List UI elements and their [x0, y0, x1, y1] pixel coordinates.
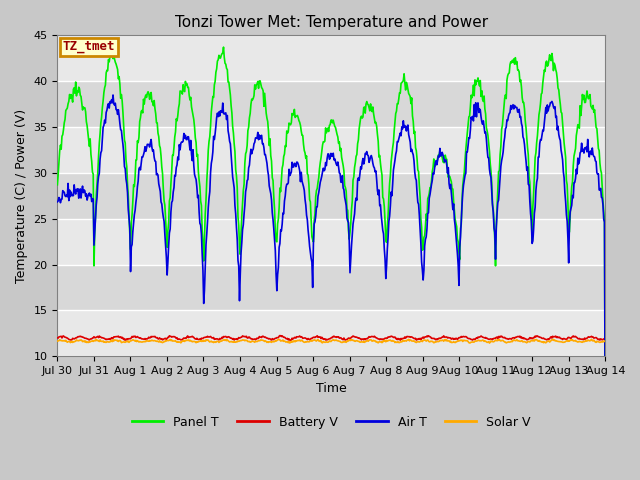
Bar — [58, 36, 605, 81]
Bar — [58, 173, 605, 219]
Bar — [58, 219, 605, 264]
Legend: Panel T, Battery V, Air T, Solar V: Panel T, Battery V, Air T, Solar V — [127, 411, 536, 434]
Title: Tonzi Tower Met: Temperature and Power: Tonzi Tower Met: Temperature and Power — [175, 15, 488, 30]
Bar — [58, 311, 605, 356]
Text: TZ_tmet: TZ_tmet — [63, 40, 115, 53]
Bar — [58, 127, 605, 173]
Bar — [58, 264, 605, 311]
Bar — [58, 81, 605, 127]
X-axis label: Time: Time — [316, 382, 347, 395]
Y-axis label: Temperature (C) / Power (V): Temperature (C) / Power (V) — [15, 109, 28, 283]
